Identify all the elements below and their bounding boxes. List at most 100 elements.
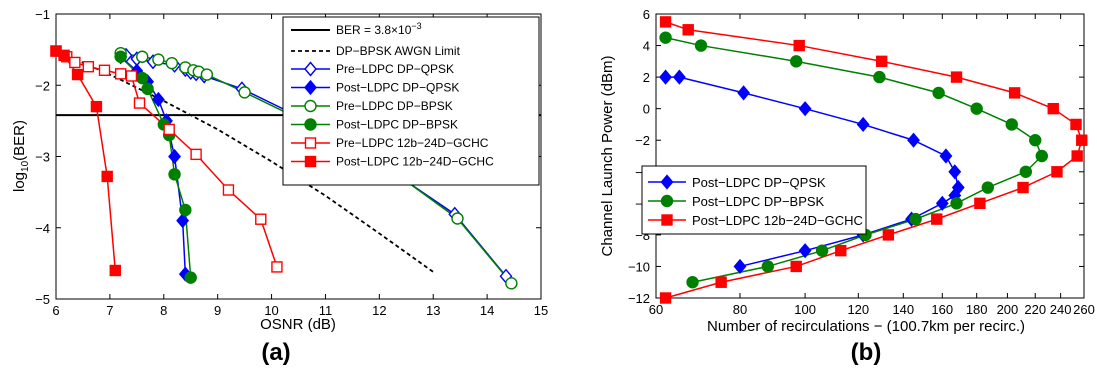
- data-point-b-post-ldpc-12b-24d-gchc: [875, 55, 888, 68]
- panel-a-y-tick-label: −4: [35, 221, 50, 236]
- legend-marker-a-post-ldpc-dp-bpsk: [304, 118, 317, 131]
- panel-b-y-tick-label: −12: [628, 291, 650, 306]
- data-point-b-post-ldpc-12b-24d-gchc: [790, 260, 802, 273]
- panel-a-x-tick-label: 15: [534, 303, 548, 318]
- panel-a-x-tick-label: 7: [106, 303, 113, 318]
- panel-a-x-tick-label: 10: [264, 303, 278, 318]
- data-point-a-pre-ldpc-12b-24d-gchc: [82, 61, 95, 73]
- panel-a-y-tick-label: −1: [35, 7, 50, 22]
- panel-b-x-tick-label: 80: [733, 302, 747, 317]
- data-point-a-pre-ldpc-dp-bpsk: [152, 53, 165, 66]
- legend-label-b-post-ldpc-dp-bpsk: Post−LDPC DP−BPSK: [692, 194, 825, 209]
- data-point-a-pre-ldpc-12b-24d-gchc: [271, 261, 283, 273]
- data-point-a-post-ldpc-dp-bpsk: [184, 271, 197, 284]
- panel-b-label: (b): [851, 339, 882, 366]
- data-point-b-post-ldpc-12b-24d-gchc: [882, 229, 895, 241]
- panel-b-y-tick-label: 2: [643, 70, 650, 85]
- data-point-b-post-ldpc-dp-qpsk: [948, 164, 962, 180]
- data-point-b-post-ldpc-12b-24d-gchc: [682, 24, 694, 36]
- panel-b-x-tick-label: 260: [1073, 302, 1095, 317]
- data-point-a-pre-ldpc-12b-24d-gchc: [69, 56, 81, 69]
- data-point-b-post-ldpc-dp-qpsk: [939, 148, 953, 164]
- data-point-b-post-ldpc-12b-24d-gchc: [950, 71, 963, 83]
- panel-b-plot-frame: [655, 13, 1085, 299]
- panel-b-x-tick-label: 180: [966, 302, 988, 317]
- panel-b-x-tick-label: 160: [931, 302, 953, 317]
- panel-b-y-axis-label: Channel Launch Power (dBm): [599, 56, 616, 257]
- data-point-b-post-ldpc-dp-bpsk: [932, 86, 945, 100]
- awgn-limit-line: [55, 50, 434, 273]
- panel-a-label: (a): [261, 339, 290, 366]
- data-point-b-post-ldpc-12b-24d-gchc: [931, 213, 943, 225]
- legend-label-a-pre-ldpc-dp-bpsk: Pre−LDPC DP−BPSK: [336, 99, 453, 113]
- data-point-b-post-ldpc-dp-bpsk: [761, 260, 774, 273]
- panel-a-x-tick-label: 8: [160, 303, 167, 318]
- panel-b-legend: Post−LDPC DP−QPSK Post−LDPC DP−BPSK Post−L…: [641, 165, 867, 235]
- panel-b-legend-box: [641, 165, 867, 235]
- data-point-b-post-ldpc-dp-qpsk: [935, 195, 949, 211]
- data-point-b-post-ldpc-12b-24d-gchc: [1070, 118, 1082, 131]
- data-point-b-post-ldpc-dp-qpsk: [798, 243, 812, 259]
- legend-label-a-pre-ldpc-dp-qpsk: Pre−LDPC DP−QPSK: [336, 62, 454, 76]
- panel-b-x-tick-label: 60: [649, 302, 663, 317]
- panel-a-x-axis-label: OSNR (dB): [260, 316, 336, 333]
- data-point-a-post-ldpc-12b-24d-gchc: [101, 170, 113, 183]
- data-point-b-post-ldpc-dp-bpsk: [686, 276, 699, 289]
- data-point-a-post-ldpc-12b-24d-gchc: [58, 49, 70, 62]
- data-point-a-post-ldpc-dp-qpsk: [151, 91, 165, 108]
- data-point-a-post-ldpc-dp-bpsk: [114, 50, 127, 63]
- data-point-a-post-ldpc-dp-bpsk: [141, 82, 154, 96]
- legend-label-ber: BER = 3.8×10−3: [336, 21, 422, 37]
- data-point-b-post-ldpc-dp-bpsk: [1019, 165, 1033, 178]
- panel-a-x-tick-label: 6: [52, 303, 59, 318]
- data-point-a-pre-ldpc-12b-24d-gchc: [133, 97, 146, 109]
- data-point-b-post-ldpc-dp-qpsk: [659, 69, 672, 85]
- panel-b-y-tick-label: 6: [643, 7, 650, 22]
- data-point-a-post-ldpc-12b-24d-gchc: [71, 68, 84, 81]
- data-point-b-post-ldpc-dp-bpsk: [981, 181, 995, 194]
- data-point-b-post-ldpc-dp-bpsk: [873, 70, 886, 84]
- panel-a-chart: 6 7 8 9 10 11 12 13 14 15 −5 −4 −3 −2 −1 OSNR (dB) log…: [11, 7, 548, 366]
- panel-b-x-tick-label: 120: [847, 302, 869, 317]
- legend-marker-a-pre-ldpc-12b-24d-gchc: [304, 137, 317, 149]
- data-point-b-post-ldpc-12b-24d-gchc: [835, 244, 847, 257]
- data-point-b-post-ldpc-12b-24d-gchc: [659, 292, 672, 304]
- data-point-a-pre-ldpc-dp-bpsk: [505, 277, 518, 290]
- data-point-a-pre-ldpc-12b-24d-gchc: [163, 123, 175, 136]
- data-point-b-post-ldpc-12b-24d-gchc: [1071, 150, 1083, 162]
- panel-b-x-tick-label: 140: [892, 302, 914, 317]
- data-point-b-post-ldpc-dp-bpsk: [694, 39, 708, 52]
- data-point-a-pre-ldpc-12b-24d-gchc: [255, 213, 267, 225]
- panel-b-y-tick-label: 0: [643, 102, 650, 117]
- panel-a-y-tick-label: −3: [35, 150, 50, 165]
- legend-label-b-post-ldpc-dp-qpsk: Post−LDPC DP−QPSK: [692, 175, 826, 190]
- data-point-b-post-ldpc-12b-24d-gchc: [1047, 102, 1059, 115]
- legend-marker-a-post-ldpc-12b-24d-gchc: [304, 155, 317, 168]
- data-point-a-post-ldpc-dp-bpsk: [179, 203, 192, 217]
- panel-b-chart: 60 80 100 120 140 160 180 200 220 240 260−12−10−8−…: [599, 7, 1095, 366]
- data-point-a-post-ldpc-12b-24d-gchc: [109, 264, 121, 277]
- data-point-b-post-ldpc-12b-24d-gchc: [1008, 87, 1021, 99]
- panel-a-x-tick-label: 12: [372, 303, 386, 318]
- panel-a-legend: BER = 3.8×10−3 DP−BPSK AWGN Limit Pre−LDPC…: [282, 16, 540, 186]
- panel-a-y-axis-label: log10(BER): [11, 120, 31, 192]
- panel-b-y-tick-label: −2: [635, 133, 650, 148]
- data-point-b-post-ldpc-dp-bpsk: [1035, 149, 1048, 163]
- panel-a-x-tick-label: 14: [480, 303, 494, 318]
- data-point-b-post-ldpc-dp-qpsk: [737, 85, 751, 101]
- panel-a-y-tick-label: −2: [35, 78, 50, 93]
- legend-marker-a-pre-ldpc-dp-bpsk: [304, 99, 317, 113]
- data-point-b-post-ldpc-12b-24d-gchc: [1017, 181, 1029, 194]
- data-point-a-pre-ldpc-dp-bpsk: [200, 68, 214, 81]
- data-point-a-pre-ldpc-dp-bpsk: [238, 86, 251, 99]
- panel-a-x-tick-label: 11: [319, 303, 333, 318]
- legend-marker-b-post-ldpc-dp-bpsk: [660, 194, 674, 208]
- data-point-a-post-ldpc-dp-qpsk: [168, 148, 181, 165]
- data-point-b-post-ldpc-dp-bpsk: [790, 55, 803, 68]
- panel-a-x-tick-label: 13: [426, 303, 440, 318]
- panel-a-y-tick-label: −5: [35, 292, 50, 307]
- legend-label-b-post-ldpc-12b-24d-gchc: Post−LDPC 12b−24D−GCHC: [692, 213, 863, 228]
- panel-b-x-tick-label: 100: [794, 302, 816, 317]
- legend-marker-a-post-ldpc-dp-qpsk: [304, 79, 317, 96]
